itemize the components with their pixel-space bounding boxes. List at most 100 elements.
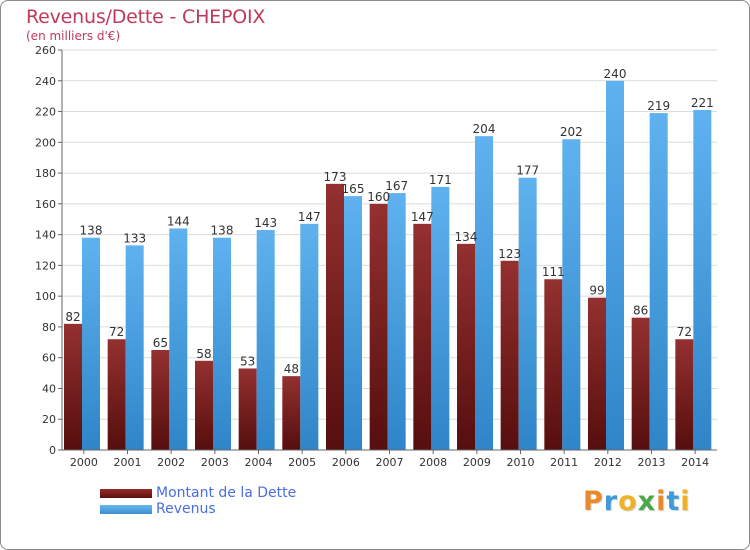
x-tick-label: 2009 — [463, 456, 491, 469]
x-tick-label: 2010 — [507, 456, 535, 469]
x-tick-label: 2003 — [201, 456, 229, 469]
data-label-revenue: 240 — [604, 67, 627, 81]
y-tick-label: 260 — [35, 44, 56, 57]
bar-debt — [457, 243, 475, 450]
data-label-revenue: 177 — [516, 164, 539, 178]
x-tick-label: 2006 — [332, 456, 360, 469]
bar-debt — [107, 339, 126, 450]
y-tick-label: 220 — [35, 106, 56, 119]
bar-revenue — [344, 196, 362, 450]
data-label-debt: 82 — [65, 310, 80, 324]
x-tick-label: 2005 — [288, 456, 316, 469]
data-label-debt: 72 — [109, 325, 124, 339]
bar-debt — [326, 183, 344, 450]
bar-debt — [64, 323, 82, 450]
x-tick-label: 2001 — [114, 456, 142, 469]
bar-debt — [369, 203, 388, 450]
x-tick-label: 2008 — [419, 456, 447, 469]
y-tick-label: 60 — [42, 352, 56, 365]
legend-label-revenue: Revenus — [156, 501, 216, 517]
data-label-revenue: 165 — [342, 182, 365, 196]
x-tick-label: 2011 — [550, 456, 578, 469]
proxiti-logo: Proxiti — [583, 486, 691, 517]
y-tick-label: 120 — [35, 259, 56, 272]
data-label-revenue: 202 — [560, 125, 583, 139]
bar-debt — [151, 350, 170, 450]
legend-swatch-debt — [100, 489, 152, 498]
data-label-debt: 134 — [455, 230, 478, 244]
bar-debt — [675, 339, 694, 450]
chart-subtitle: (en milliers d'€) — [26, 29, 121, 43]
bar-revenue — [213, 237, 231, 450]
bar-revenue — [125, 245, 144, 450]
data-label-debt: 160 — [367, 190, 390, 204]
y-tick-label: 180 — [35, 167, 56, 180]
data-label-debt: 58 — [196, 347, 211, 361]
y-tick-label: 200 — [35, 136, 56, 149]
bar-revenue — [387, 193, 406, 451]
data-label-revenue: 133 — [123, 231, 146, 245]
chart-title: Revenus/Dette - CHEPOIX — [26, 6, 266, 28]
bar-debt — [195, 360, 213, 450]
x-tick-label: 2004 — [245, 456, 273, 469]
data-label-revenue: 171 — [429, 173, 452, 187]
data-label-revenue: 204 — [473, 122, 496, 136]
data-label-debt: 147 — [411, 210, 434, 224]
x-tick-label: 2002 — [157, 456, 185, 469]
data-label-debt: 123 — [498, 247, 521, 261]
logo-letter: r — [603, 486, 619, 517]
data-label-revenue: 147 — [298, 210, 321, 224]
data-label-revenue: 143 — [254, 216, 277, 230]
data-label-debt: 65 — [153, 336, 168, 350]
bar-debt — [544, 279, 563, 450]
bar-revenue — [475, 136, 493, 450]
logo-letter: x — [637, 486, 657, 517]
x-tick-label: 2012 — [594, 456, 622, 469]
bar-revenue — [82, 237, 100, 450]
data-label-debt: 99 — [589, 284, 604, 298]
bar-revenue — [693, 110, 712, 450]
data-label-debt: 48 — [284, 362, 299, 376]
logo-letter: o — [618, 486, 638, 517]
data-label-revenue: 138 — [211, 224, 234, 238]
x-tick-label: 2000 — [70, 456, 98, 469]
x-tick-label: 2007 — [376, 456, 404, 469]
bar-debt — [238, 368, 257, 450]
data-label-revenue: 219 — [647, 99, 670, 113]
bar-revenue — [300, 223, 319, 450]
legend-swatch-revenue — [100, 505, 152, 514]
y-tick-label: 140 — [35, 229, 56, 242]
bar-debt — [631, 317, 650, 450]
data-label-debt: 173 — [324, 170, 347, 184]
bar-debt — [500, 260, 519, 450]
logo-letter: P — [583, 486, 604, 517]
y-tick-label: 40 — [42, 382, 56, 395]
y-tick-label: 160 — [35, 198, 56, 211]
data-label-debt: 72 — [677, 325, 692, 339]
bar-debt — [413, 223, 432, 450]
x-tick-label: 2013 — [638, 456, 666, 469]
bar-revenue — [169, 228, 188, 450]
data-label-revenue: 144 — [167, 214, 190, 228]
bar-revenue — [431, 186, 450, 450]
y-tick-label: 80 — [42, 321, 56, 334]
y-tick-label: 20 — [42, 413, 56, 426]
data-label-revenue: 221 — [691, 96, 714, 110]
bar-debt — [282, 376, 301, 450]
bar-debt — [588, 297, 606, 450]
data-label-debt: 111 — [542, 265, 565, 279]
y-tick-label: 100 — [35, 290, 56, 303]
logo-letter: i — [680, 486, 691, 517]
data-label-revenue: 138 — [80, 224, 103, 238]
bar-revenue — [606, 80, 624, 451]
logo-letter: i — [656, 486, 667, 517]
data-label-revenue: 167 — [385, 179, 408, 193]
data-label-debt: 53 — [240, 354, 255, 368]
y-tick-label: 0 — [49, 444, 56, 457]
logo-letter: t — [666, 486, 681, 517]
bar-revenue — [256, 230, 275, 450]
bar-revenue — [518, 177, 537, 450]
bar-revenue — [562, 139, 581, 450]
legend-label-debt: Montant de la Dette — [156, 485, 297, 501]
